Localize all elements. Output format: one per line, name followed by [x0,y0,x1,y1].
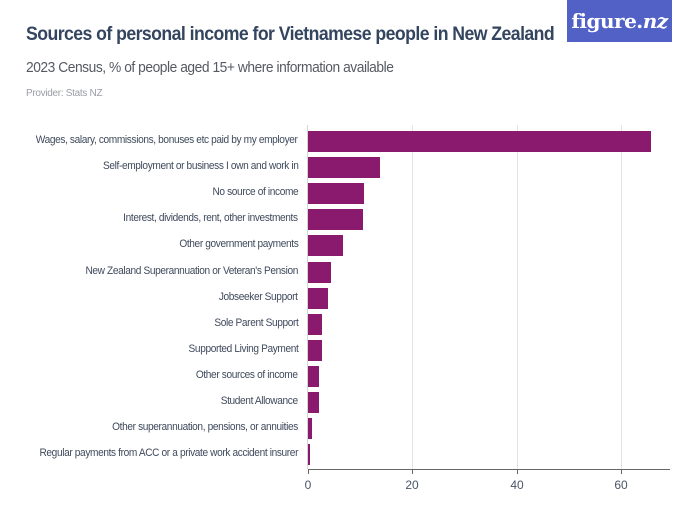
logo-text: figure. [571,9,643,33]
category-label: Interest, dividends, rent, other investm… [123,212,299,224]
bar[interactable] [308,183,364,204]
x-tick-label: 40 [510,478,524,492]
x-tick [621,469,622,474]
category-label: No source of income [212,186,298,198]
x-tick [308,469,309,474]
bar[interactable] [308,131,651,152]
bar[interactable] [308,444,311,465]
gridline [621,125,622,469]
bar[interactable] [308,392,319,413]
chart-title: Sources of personal income for Vietnames… [26,24,555,45]
x-tick [412,469,413,474]
bar[interactable] [308,157,381,178]
x-tick [517,469,518,474]
x-axis-line [308,469,670,470]
bar[interactable] [308,209,363,230]
category-label: New Zealand Superannuation or Veteran's … [85,265,299,277]
logo-text-accent: nz [642,9,668,33]
figure-nz-logo[interactable]: figure. nz [567,0,672,42]
category-label: Other superannuation, pensions, or annui… [112,421,298,433]
category-label: Sole Parent Support [213,317,299,329]
data-provider: Provider: Stats NZ [26,88,103,99]
category-label: Other government payments [178,238,298,250]
category-label: Regular payments from ACC or a private w… [39,447,298,459]
x-tick-label: 20 [405,478,419,492]
category-label: Other sources of income [196,369,298,381]
gridline [517,125,518,469]
bar[interactable] [308,340,322,361]
x-tick-label: 60 [614,478,628,492]
bar[interactable] [308,235,344,256]
category-label: Supported Living Payment [188,343,298,355]
bar[interactable] [308,262,332,283]
category-label: Student Allowance [220,395,298,407]
chart-subtitle: 2023 Census, % of people aged 15+ where … [26,59,394,76]
gridline [412,125,413,469]
x-tick-label: 0 [304,478,312,492]
bar[interactable] [308,314,322,335]
category-label: Self-employment or business I own and wo… [102,160,299,172]
y-axis-line [307,125,308,469]
bar[interactable] [308,418,313,439]
category-label: Wages, salary, commissions, bonuses etc … [36,134,298,146]
bar[interactable] [308,366,320,387]
bar[interactable] [308,288,328,309]
category-label: Jobseeker Support [219,291,298,303]
